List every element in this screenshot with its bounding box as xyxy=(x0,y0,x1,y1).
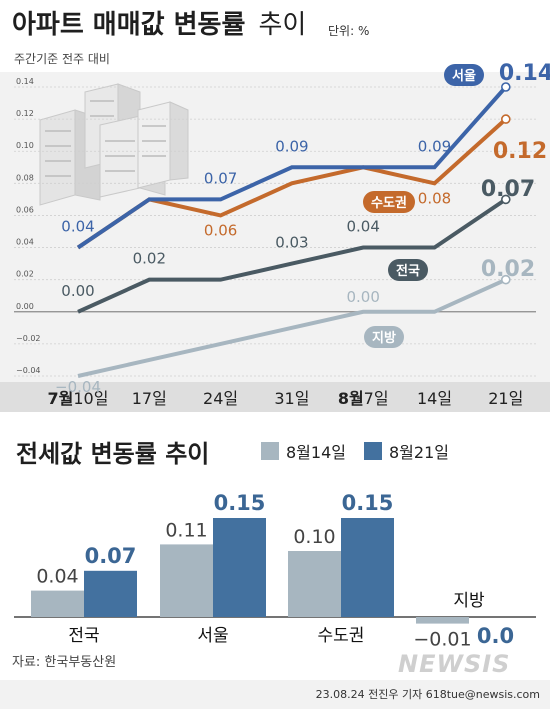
bar-value-label: −0.01 xyxy=(413,629,471,651)
series-end-value: 0.12 xyxy=(493,139,547,164)
series-end-value: 0.02 xyxy=(481,257,535,282)
newsis-watermark: NEWSIS xyxy=(398,650,510,678)
x-tick-label: 7월10일 xyxy=(48,389,109,408)
bar-지방-0 xyxy=(416,617,469,624)
y-tick-label: 0.06 xyxy=(16,205,34,214)
category-label: 수도권 xyxy=(318,626,365,646)
series-end-marker xyxy=(500,114,511,124)
x-tick-label: 8월7일 xyxy=(338,389,389,408)
y-tick-label: 0.12 xyxy=(16,109,34,118)
bar-서울-1 xyxy=(213,518,266,617)
series-end-marker xyxy=(500,274,511,285)
data-label: 0.04 xyxy=(61,218,94,236)
credit-line: 23.08.24 전진우 기자 618tue@newsis.com xyxy=(316,688,540,701)
data-label: 0.08 xyxy=(418,189,451,207)
bar-value-label: 0.15 xyxy=(214,491,266,515)
y-tick-label: 0.10 xyxy=(16,141,34,150)
legend-label-aug14: 8월14일 xyxy=(286,443,346,462)
data-label: −0.04 xyxy=(55,378,101,396)
data-label: 0.06 xyxy=(204,221,237,239)
data-label: 0.00 xyxy=(346,288,379,306)
data-label: 0.03 xyxy=(275,234,308,252)
category-label: 지방 xyxy=(453,591,485,611)
category-label: 서울 xyxy=(197,626,228,646)
data-label: 0.09 xyxy=(275,137,308,155)
series-name-tag xyxy=(363,191,415,213)
bar-서울-0 xyxy=(160,544,213,617)
series-line-2 xyxy=(77,197,507,314)
x-tick-label: 21일 xyxy=(488,389,523,408)
y-tick-label: −0.04 xyxy=(16,366,41,375)
data-label: 0.02 xyxy=(133,250,166,268)
legend-swatch-aug14 xyxy=(261,442,279,460)
y-tick-label: 0.14 xyxy=(16,77,34,86)
data-label: 0.00 xyxy=(61,282,94,300)
jeonse-price-bar-chart: 전세값 변동률 추이 8월14일 8월21일 0.04 0.07 전국 0.11 0.1… xyxy=(14,440,536,651)
legend-swatch-aug21 xyxy=(364,442,382,460)
category-label: 전국 xyxy=(68,626,99,646)
bar-value-label: 0.0 xyxy=(477,624,514,648)
x-tick-label: 24일 xyxy=(203,389,238,408)
series-end-value: 0.07 xyxy=(481,177,535,202)
series-line-3 xyxy=(77,277,507,378)
bar-value-label: 0.04 xyxy=(36,566,78,588)
x-tick-label: 31일 xyxy=(274,389,309,408)
series-name-label: 수도권 xyxy=(371,196,407,211)
x-tick-label: 17일 xyxy=(132,389,167,408)
bar-value-label: 0.11 xyxy=(165,519,207,541)
series-name-tag xyxy=(444,64,484,86)
y-tick-label: −0.02 xyxy=(16,334,41,343)
bar-value-label: 0.10 xyxy=(293,526,335,548)
bar-value-label: 0.15 xyxy=(342,491,394,515)
bar-chart-title: 전세값 변동률 추이 xyxy=(16,440,209,468)
bar-수도권-0 xyxy=(288,551,341,617)
bar-legend: 8월14일 8월21일 xyxy=(261,442,449,462)
y-tick-label: 0.02 xyxy=(16,270,34,279)
series-end-marker xyxy=(500,82,511,92)
x-tick-label: 14일 xyxy=(417,389,452,408)
data-label: 0.04 xyxy=(346,218,379,236)
y-tick-label: 0.04 xyxy=(16,238,34,247)
series-line-0 xyxy=(76,85,508,250)
bar-전국-0 xyxy=(31,590,84,617)
y-tick-label: 0.00 xyxy=(16,302,34,311)
series-name-label: 서울 xyxy=(452,68,476,84)
source-label: 자료: 한국부동산원 xyxy=(12,655,116,670)
series-end-value: 0.14 xyxy=(499,61,550,86)
x-axis-band xyxy=(0,382,550,412)
bar-value-label: 0.07 xyxy=(85,544,137,568)
legend-label-aug21: 8월21일 xyxy=(389,443,449,462)
data-label: 0.09 xyxy=(418,137,451,155)
series-end-marker xyxy=(500,194,511,205)
y-tick-label: 0.08 xyxy=(16,173,34,182)
basis-label: 주간기준 전주 대비 xyxy=(14,52,110,66)
line-chart-title: 아파트 매매값 변동률 추이 xyxy=(12,10,306,40)
data-label: 0.07 xyxy=(204,169,237,187)
series-name-tag xyxy=(364,326,404,348)
apartment-price-line-chart: 아파트 매매값 변동률 추이 단위: % 주간기준 전주 대비 xyxy=(0,10,550,412)
series-name-label: 지방 xyxy=(372,330,396,346)
series-name-label: 전국 xyxy=(396,263,420,279)
bar-전국-1 xyxy=(84,570,137,617)
bar-수도권-1 xyxy=(341,518,394,617)
unit-label: 단위: % xyxy=(328,24,369,38)
series-name-tag xyxy=(388,259,428,281)
apartment-buildings-illustration xyxy=(39,83,189,206)
